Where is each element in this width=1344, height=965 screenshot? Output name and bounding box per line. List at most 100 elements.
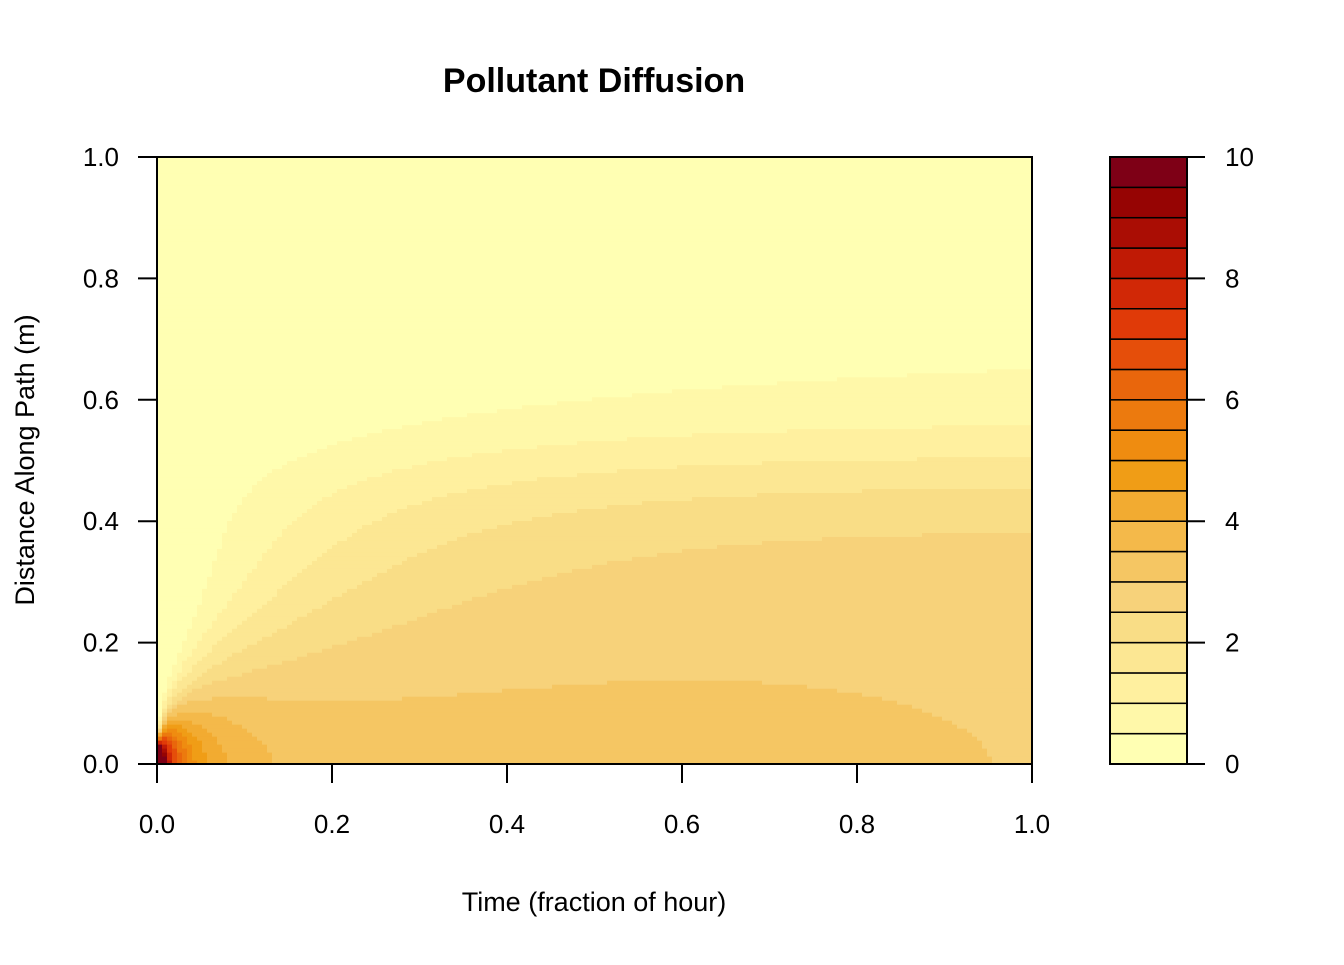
contour-cell (162, 616, 168, 621)
contour-cell (252, 476, 258, 482)
contour-cell (182, 420, 188, 426)
contour-cell (162, 668, 168, 673)
contour-cell (177, 244, 183, 250)
contour-cell (172, 676, 178, 681)
contour-cell (297, 696, 303, 701)
contour-cell (202, 476, 208, 482)
contour-cell (232, 512, 238, 517)
contour-cell (317, 728, 323, 733)
contour-cell (267, 324, 273, 330)
contour-cell (182, 392, 188, 398)
contour-cell (212, 408, 218, 414)
contour-cell (177, 260, 183, 266)
contour-cell (197, 584, 203, 589)
contour-cell (262, 312, 268, 318)
contour-cell (177, 728, 183, 733)
contour-cell (227, 200, 233, 206)
contour-cell (182, 252, 188, 258)
contour-cell (267, 412, 273, 418)
contour-cell (222, 744, 228, 749)
contour-cell (222, 692, 228, 697)
contour-cell (307, 264, 313, 270)
contour-cell (307, 220, 313, 226)
contour-cell (267, 540, 273, 545)
contour-cell (202, 688, 208, 693)
contour-cell (222, 180, 228, 186)
contour-cell (207, 688, 213, 693)
contour-cell (212, 456, 218, 462)
contour-cell (217, 200, 223, 206)
contour-cell (162, 316, 168, 322)
contour-cell (292, 248, 298, 254)
contour-cell (167, 352, 173, 358)
contour-cell (212, 600, 218, 605)
contour-cell (312, 157, 318, 162)
contour-cell (272, 588, 278, 593)
contour-cell (287, 376, 293, 382)
contour-cell (287, 624, 293, 629)
contour-cell (207, 476, 213, 482)
contour-cell (247, 672, 253, 677)
contour-cell (232, 632, 238, 637)
contour-cell (257, 672, 263, 677)
contour-cell (187, 760, 193, 765)
contour-cell (172, 244, 178, 250)
contour-cell (167, 308, 173, 314)
contour-cell (227, 740, 233, 745)
contour-cell (312, 584, 318, 589)
contour-cell (182, 704, 188, 709)
contour-cell (182, 760, 188, 765)
contour-cell (297, 588, 303, 593)
contour-cell (187, 428, 193, 434)
contour-cell (252, 532, 258, 537)
contour-cell (167, 704, 173, 709)
contour-cell (207, 616, 213, 621)
contour-cell (167, 432, 173, 438)
contour-cell (232, 532, 238, 537)
contour-cell (277, 336, 283, 342)
contour-cell (302, 592, 308, 597)
contour-cell (287, 452, 293, 458)
contour-cell (217, 384, 223, 390)
contour-cell (242, 532, 248, 537)
contour-cell (297, 724, 303, 729)
contour-cell (307, 680, 313, 685)
contour-cell (287, 456, 293, 462)
contour-cell (207, 612, 213, 617)
contour-cell (307, 624, 313, 629)
contour-cell (257, 648, 263, 653)
contour-cell (187, 432, 193, 438)
contour-cell (247, 372, 253, 378)
contour-cell (232, 612, 238, 617)
contour-cell (157, 556, 163, 561)
contour-cell (287, 448, 293, 454)
contour-cell (267, 260, 273, 266)
contour-cell (307, 492, 313, 498)
contour-cell (262, 420, 268, 426)
contour-cell (312, 676, 318, 681)
contour-cell (247, 616, 253, 621)
contour-cell (222, 628, 228, 633)
contour-cell (262, 680, 268, 685)
contour-cell (272, 192, 278, 198)
contour-cell (207, 460, 213, 466)
contour-cell (287, 356, 293, 362)
contour-cell (222, 576, 228, 581)
contour-cell (232, 620, 238, 625)
contour-cell (212, 176, 218, 182)
contour-cell (267, 452, 273, 458)
contour-cell (232, 752, 238, 757)
contour-cell (297, 712, 303, 717)
contour-cell (297, 192, 303, 198)
contour-cell (282, 288, 288, 294)
contour-cell (277, 744, 283, 749)
contour-cell (167, 364, 173, 370)
contour-cell (307, 584, 313, 589)
contour-cell (172, 420, 178, 426)
contour-cell (182, 636, 188, 641)
contour-cell (312, 568, 318, 573)
contour-cell (252, 188, 258, 194)
contour-cell (212, 224, 218, 230)
contour-cell (202, 564, 208, 569)
contour-cell (317, 740, 323, 745)
